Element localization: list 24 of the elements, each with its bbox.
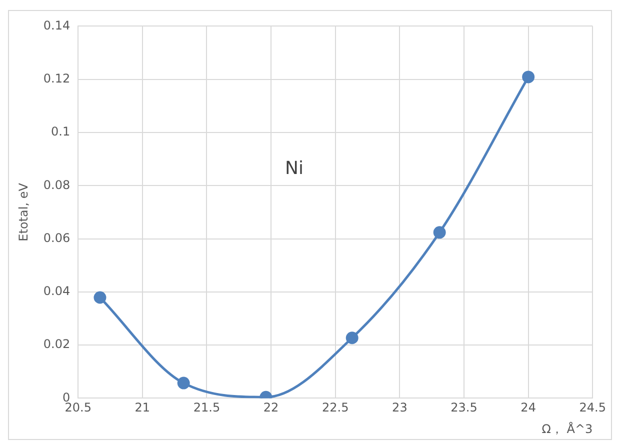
point bbox=[94, 291, 106, 304]
point bbox=[346, 332, 358, 344]
x-tick-label: 20.5 bbox=[64, 400, 92, 415]
x-tick-label: 23 bbox=[392, 400, 408, 415]
x-tick-label: 24.5 bbox=[579, 400, 606, 415]
y-tick-label: 0.12 bbox=[43, 71, 70, 86]
y-tick-label: 0.06 bbox=[43, 230, 70, 245]
x-tick-label: 24 bbox=[520, 400, 536, 415]
y-axis-title: Etotal, eV bbox=[16, 182, 30, 242]
point bbox=[522, 70, 535, 84]
x-axis-title: Ω， Å^3 bbox=[542, 420, 593, 436]
x-tick-label: 21 bbox=[134, 400, 150, 415]
y-tick-label: 0.14 bbox=[43, 18, 70, 32]
x-tick-label: 22 bbox=[263, 400, 279, 415]
x-tick-label: 22.5 bbox=[322, 400, 349, 415]
point bbox=[433, 226, 446, 239]
annotation: Ni bbox=[284, 158, 304, 180]
point bbox=[177, 376, 190, 390]
y-tick-label: 0.04 bbox=[43, 284, 70, 298]
x-tick-label: 23.5 bbox=[450, 400, 478, 415]
y-tick-label: 0.1 bbox=[51, 124, 70, 139]
y-tick-label: 0.02 bbox=[43, 337, 70, 352]
x-tick-label: 21.5 bbox=[193, 400, 220, 415]
y-tick-label: 0.08 bbox=[43, 178, 70, 192]
